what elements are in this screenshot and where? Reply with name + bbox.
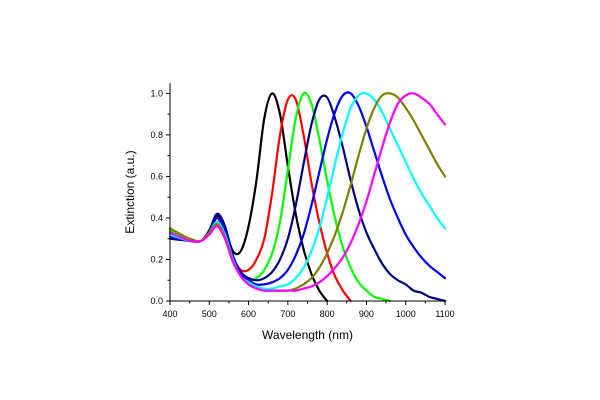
x-tick-label: 1000 — [396, 309, 416, 319]
series-line-cyan — [168, 91, 447, 290]
series-line-green — [168, 91, 392, 303]
y-tick-label: 0.0 — [150, 296, 163, 306]
y-axis-label: Extinction (a.u.) — [123, 150, 137, 233]
y-tick-label: 0.8 — [150, 130, 163, 140]
x-axis-label: Wavelength (nm) — [262, 328, 353, 342]
x-tick-label: 1100 — [435, 309, 454, 319]
x-tick-label: 900 — [359, 309, 374, 319]
series-line-magenta — [168, 92, 447, 292]
y-tick-label: 0.2 — [150, 254, 163, 264]
x-tick-label: 500 — [202, 309, 217, 319]
curves-layer — [168, 91, 447, 303]
y-tick-label: 1.0 — [150, 88, 163, 98]
y-tick-label: 0.6 — [150, 171, 163, 181]
series-line-navy — [168, 94, 447, 303]
series-line-red — [168, 94, 352, 303]
axes-layer — [169, 83, 445, 302]
x-tick-label: 700 — [280, 309, 295, 319]
ticks-layer: 400 500 600 700 800 900 1000 1100 0.0 0.2 0.4 0.6 0.… — [150, 88, 454, 319]
x-tick-label: 800 — [320, 309, 335, 319]
x-tick-label: 400 — [162, 309, 177, 319]
series-line-blue — [168, 91, 447, 286]
y-tick-label: 0.4 — [150, 213, 163, 223]
x-tick-label: 600 — [241, 309, 256, 319]
